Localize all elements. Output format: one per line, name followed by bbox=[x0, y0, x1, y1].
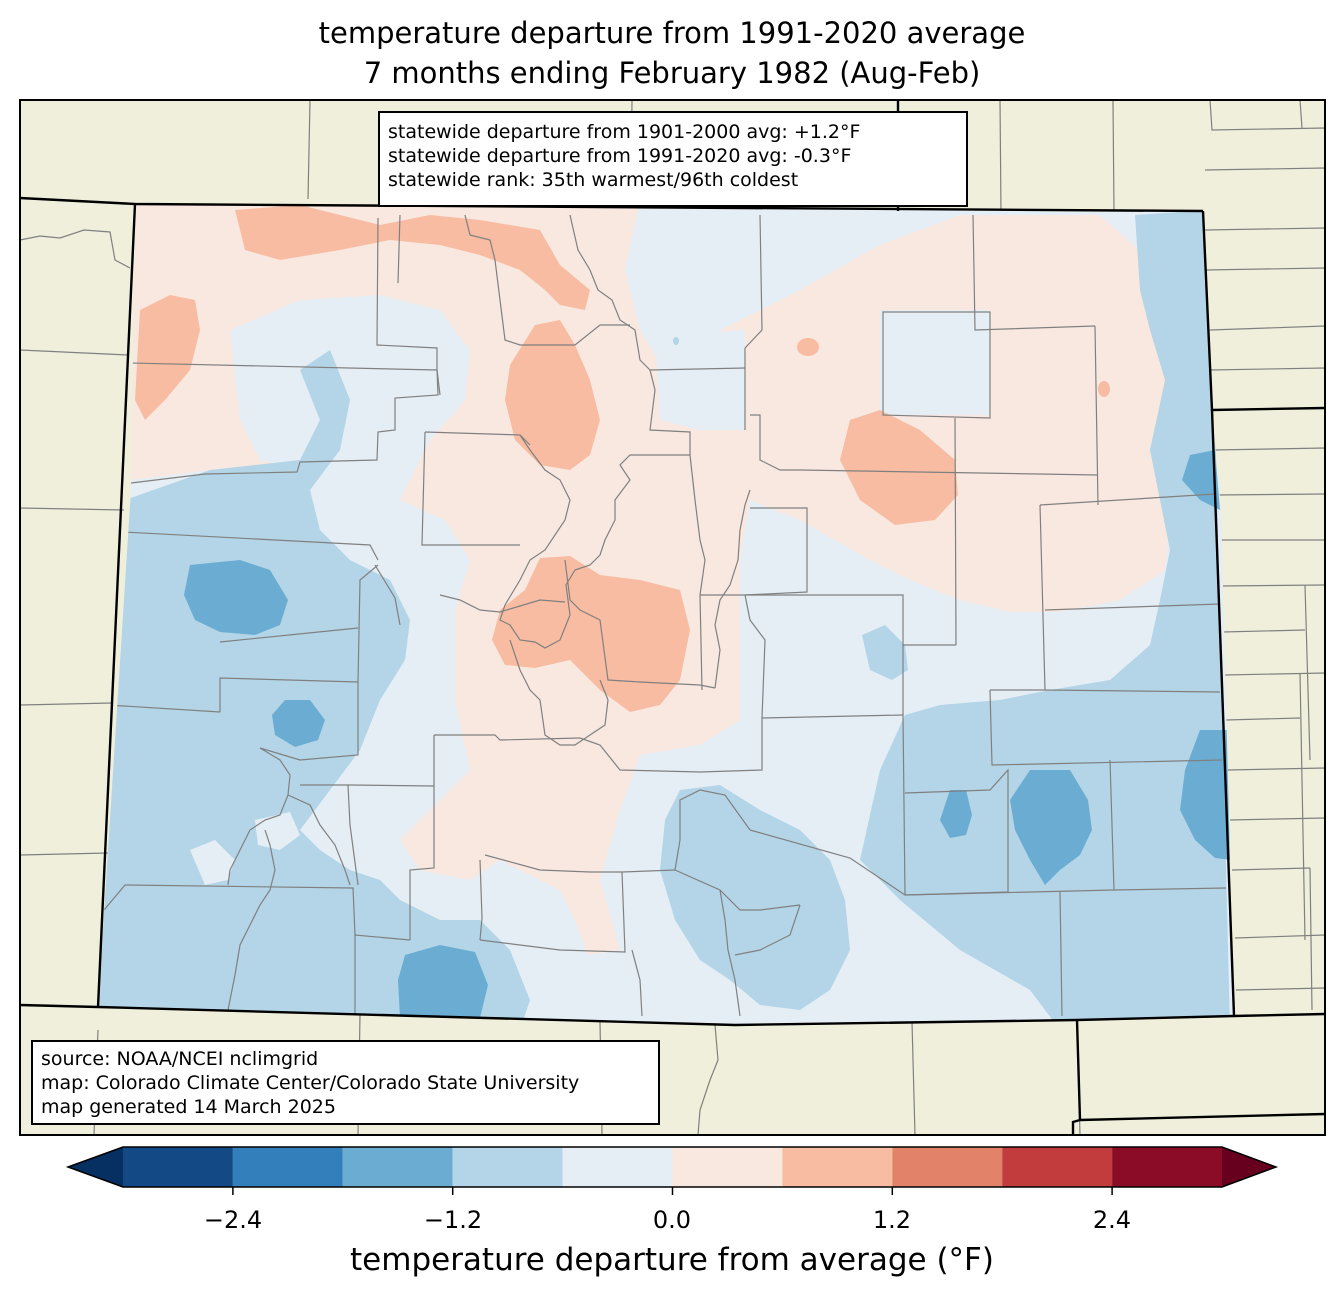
source-line-3: map generated 14 March 2025 bbox=[41, 1096, 336, 1118]
colorbar bbox=[65, 1146, 1279, 1195]
colorbar-bin bbox=[123, 1147, 233, 1187]
map-frame bbox=[19, 99, 1326, 1136]
colorbar-bin bbox=[672, 1147, 783, 1187]
map-title-line-1: temperature departure from 1991-2020 ave… bbox=[318, 16, 1026, 50]
source-line-1: source: NOAA/NCEI nclimgrid bbox=[41, 1048, 319, 1070]
colorbar-tick-label: 1.2 bbox=[872, 1206, 912, 1234]
colorbar-outline bbox=[65, 1146, 1279, 1188]
colorbar-label: temperature departure from average (°F) bbox=[350, 1242, 994, 1278]
colorbar-bin bbox=[452, 1147, 563, 1187]
county-lines bbox=[103, 214, 1227, 1017]
colorbar-bin bbox=[892, 1147, 1003, 1187]
temperature-departure-field bbox=[98, 204, 1234, 1025]
stats-line-3: statewide rank: 35th warmest/96th coldes… bbox=[388, 169, 799, 191]
neighbor-county-lines bbox=[19, 99, 1326, 1136]
colorbar-bin bbox=[562, 1147, 673, 1187]
colorbar-over-arrow bbox=[1222, 1147, 1276, 1187]
stats-line-1: statewide departure from 1901-2000 avg: … bbox=[388, 121, 861, 143]
county-lines-wiggly bbox=[227, 434, 801, 1017]
state-borders bbox=[19, 100, 1326, 1135]
colorbar-tick-label: −2.4 bbox=[203, 1206, 263, 1234]
colorbar-tick-label: 0.0 bbox=[652, 1206, 692, 1234]
colorbar-bin bbox=[1112, 1147, 1222, 1187]
stats-line-2: statewide departure from 1991-2020 avg: … bbox=[388, 145, 852, 167]
source-info-box: source: NOAA/NCEI nclimgrid map: Colorad… bbox=[31, 1040, 660, 1125]
colorbar-tick-label: 2.4 bbox=[1092, 1206, 1132, 1234]
colorbar-bin bbox=[342, 1147, 453, 1187]
colorbar-tick-label: −1.2 bbox=[423, 1206, 483, 1234]
map-title-line-2: 7 months ending February 1982 (Aug-Feb) bbox=[363, 56, 981, 90]
source-line-2: map: Colorado Climate Center/Colorado St… bbox=[41, 1072, 580, 1094]
colorbar-bin bbox=[1002, 1147, 1113, 1187]
colorbar-bin bbox=[232, 1147, 343, 1187]
colorbar-under-arrow bbox=[68, 1147, 123, 1187]
statewide-stats-box: statewide departure from 1901-2000 avg: … bbox=[378, 111, 968, 207]
colorbar-bin bbox=[782, 1147, 893, 1187]
